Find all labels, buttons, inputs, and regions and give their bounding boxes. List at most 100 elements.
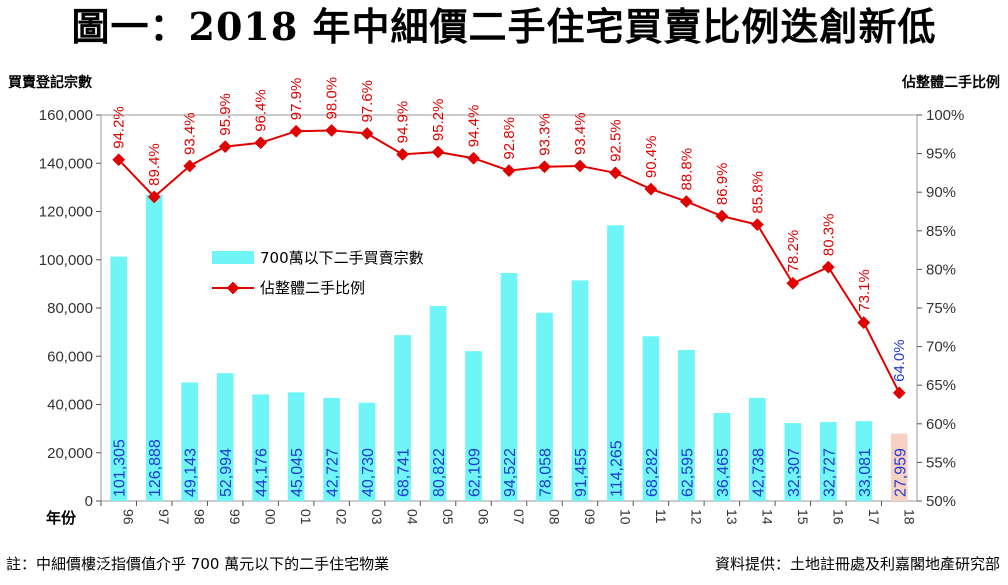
right-tick-label: 90% xyxy=(926,184,956,201)
left-tick-label: 160,000 xyxy=(39,107,93,124)
legend-line-marker xyxy=(226,281,240,295)
bar-value-label: 68,741 xyxy=(396,448,413,497)
ratio-point-06 xyxy=(467,151,480,165)
legend: 700萬以下二手買賣宗數 佔整體二手比例 xyxy=(212,249,424,297)
right-tick-label: 55% xyxy=(926,454,956,471)
bar-value-label: 49,143 xyxy=(183,448,200,497)
left-axis-title: 買賣登記宗數 xyxy=(8,75,92,91)
bar-value-label: 68,282 xyxy=(644,448,661,497)
right-tick-label: 50% xyxy=(926,493,956,510)
bar-10 xyxy=(607,225,624,501)
bar-value-label: 32,307 xyxy=(786,448,803,497)
legend-bar-swatch xyxy=(212,251,254,264)
ratio-value-label: 88.8% xyxy=(678,148,695,191)
ratio-value-label: 94.2% xyxy=(111,106,128,149)
ratio-value-label: 86.9% xyxy=(714,163,731,206)
bar-15 xyxy=(784,423,802,501)
bar-value-label: 78,058 xyxy=(537,448,554,497)
ratio-point-05 xyxy=(431,145,445,159)
x-tick-label: 03 xyxy=(369,509,385,525)
x-tick-label: 17 xyxy=(866,509,882,525)
x-tick-label: 07 xyxy=(511,509,527,525)
x-tick-label: 15 xyxy=(795,509,811,525)
left-tick-label: 100,000 xyxy=(39,252,93,269)
left-tick-label: 0 xyxy=(85,493,93,510)
bar-11 xyxy=(642,336,660,501)
bar-value-label: 45,045 xyxy=(289,448,306,497)
x-tick-label: 12 xyxy=(688,509,704,525)
ratio-value-label: 98.0% xyxy=(324,77,341,120)
bar-value-label: 114,265 xyxy=(608,440,625,497)
ratio-value-label: 90.4% xyxy=(643,136,660,179)
left-tick-label: 40,000 xyxy=(47,397,93,414)
bar-value-label: 94,522 xyxy=(502,448,519,497)
bar-05 xyxy=(429,306,447,501)
left-tick-label: 80,000 xyxy=(47,300,93,317)
ratio-value-label: 97.6% xyxy=(359,80,376,123)
x-tick-label: 10 xyxy=(617,509,633,525)
ratio-point-01 xyxy=(289,124,303,138)
right-tick-label: 60% xyxy=(926,416,956,433)
ratio-value-label: 96.4% xyxy=(253,89,270,132)
x-tick-label: 06 xyxy=(476,509,492,525)
x-tick-label: 98 xyxy=(192,509,208,525)
bar-value-label: 27,959 xyxy=(892,448,909,497)
left-tick-label: 140,000 xyxy=(39,155,93,172)
ratio-point-98 xyxy=(183,159,197,173)
legend-bar-label: 700萬以下二手買賣宗數 xyxy=(260,249,424,267)
ratio-point-02 xyxy=(325,124,338,137)
footnote: 註：中細價樓泛指價值介乎 700 萬元以下的二手住宅物業 xyxy=(6,555,390,573)
bar-06 xyxy=(465,351,482,501)
bar-99 xyxy=(216,373,234,501)
source-note: 資料提供：土地註冊處及利嘉閣地產研究部 xyxy=(714,555,1000,573)
ratio-value-label: 89.4% xyxy=(146,143,163,186)
ratio-point-97 xyxy=(147,190,161,204)
x-tick-label: 14 xyxy=(759,509,775,525)
ratio-value-label: 92.8% xyxy=(501,117,518,160)
ratio-value-label: 78.2% xyxy=(785,230,802,273)
x-tick-label: 09 xyxy=(582,509,598,525)
ratio-value-label: 94.9% xyxy=(395,101,412,144)
bar-value-label: 42,738 xyxy=(750,448,767,497)
x-tick-label: 13 xyxy=(724,509,740,525)
bar-value-label: 32,727 xyxy=(821,448,838,497)
x-tick-label: 05 xyxy=(440,509,456,525)
ratio-value-label: 93.4% xyxy=(182,112,199,155)
bar-value-label: 52,994 xyxy=(218,448,235,497)
bar-07 xyxy=(500,272,518,501)
bar-16 xyxy=(819,422,837,501)
bar-value-label: 44,176 xyxy=(254,448,271,497)
x-tick-label: 18 xyxy=(901,509,917,525)
bar-value-label: 40,730 xyxy=(360,448,377,497)
ratio-point-03 xyxy=(360,127,374,140)
bar-13 xyxy=(713,413,731,501)
bar-value-label: 42,727 xyxy=(325,448,342,497)
bar-02 xyxy=(323,397,340,501)
right-tick-label: 95% xyxy=(926,146,956,163)
bar-09 xyxy=(571,280,589,501)
bar-value-label: 36,465 xyxy=(715,448,732,497)
right-tick-label: 70% xyxy=(926,339,956,356)
x-tick-label: 00 xyxy=(263,509,279,525)
bar-08 xyxy=(536,312,553,501)
right-tick-label: 85% xyxy=(926,223,956,240)
bar-03 xyxy=(358,402,376,501)
right-tick-label: 75% xyxy=(926,300,956,317)
ratio-value-label: 85.8% xyxy=(749,171,766,214)
x-tick-label: 08 xyxy=(546,509,562,525)
right-axis-title: 佔整體二手比例 xyxy=(902,75,1000,91)
ratio-point-04 xyxy=(396,148,409,161)
right-tick-label: 80% xyxy=(926,261,956,278)
x-tick-label: 97 xyxy=(156,509,172,525)
x-tick-label: 04 xyxy=(405,509,421,525)
ratio-value-label: 93.4% xyxy=(572,112,589,155)
bar-value-label: 33,081 xyxy=(857,448,874,497)
ratio-value-label: 95.9% xyxy=(217,93,234,136)
ratio-value-label: 92.5% xyxy=(607,119,624,162)
bar-value-label: 91,455 xyxy=(573,448,590,497)
chart-title: 圖一：2018 年中細價二手住宅買賣比例迭創新低 xyxy=(71,4,937,49)
right-tick-label: 100% xyxy=(926,107,964,124)
bar-12 xyxy=(678,349,695,501)
x-axis-title: 年份 xyxy=(46,509,77,527)
